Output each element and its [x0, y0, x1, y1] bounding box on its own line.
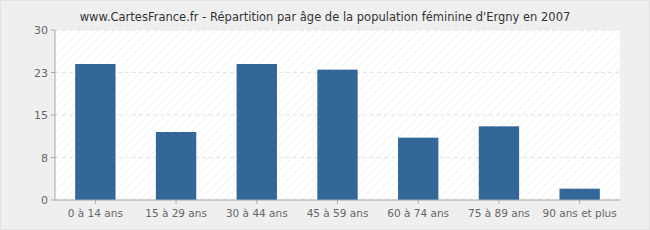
- y-tick-label: 8: [41, 152, 48, 165]
- tick-mark: [51, 157, 55, 158]
- chart: www.CartesFrance.fr - Répartition par âg…: [0, 0, 650, 230]
- x-tick-mark: [418, 200, 419, 204]
- y-tick-label: 0: [41, 194, 48, 207]
- x-tick-mark: [95, 200, 96, 204]
- bar: [317, 70, 357, 200]
- y-tick-label: 15: [34, 109, 48, 122]
- bar: [398, 138, 438, 200]
- y-tick-label: 23: [34, 67, 48, 80]
- grid-line: [55, 30, 620, 31]
- x-tick-mark: [256, 200, 257, 204]
- title: www.CartesFrance.fr - Répartition par âg…: [80, 10, 571, 24]
- x-axis: [55, 200, 620, 201]
- background: [0, 0, 650, 230]
- x-tick-label: 75 à 89 ans: [468, 207, 530, 219]
- x-tick-label: 0 à 14 ans: [68, 207, 123, 219]
- y-axis: [55, 30, 56, 200]
- x-tick-mark: [579, 200, 580, 204]
- x-tick-label: 30 à 44 ans: [226, 207, 288, 219]
- y-tick-label: 30: [34, 24, 48, 37]
- plot-area: [55, 30, 620, 200]
- x-tick-label: 15 à 29 ans: [145, 207, 207, 219]
- x-tick-mark: [498, 200, 499, 204]
- tick-mark: [51, 30, 55, 31]
- bar: [237, 64, 277, 200]
- bar: [75, 64, 115, 200]
- x-tick-label: 60 à 74 ans: [387, 207, 449, 219]
- bar: [156, 132, 196, 200]
- x-tick-mark: [176, 200, 177, 204]
- bar: [559, 189, 599, 200]
- grid-line: [55, 200, 620, 201]
- tick-mark: [51, 200, 55, 201]
- tick-mark: [51, 72, 55, 73]
- tick-mark: [51, 115, 55, 116]
- outer-border: [1, 1, 650, 230]
- x-tick-label: 45 à 59 ans: [307, 207, 369, 219]
- x-tick-label: 90 ans et plus: [543, 207, 617, 219]
- x-tick-mark: [337, 200, 338, 204]
- bar: [479, 126, 519, 200]
- bars: [75, 64, 600, 200]
